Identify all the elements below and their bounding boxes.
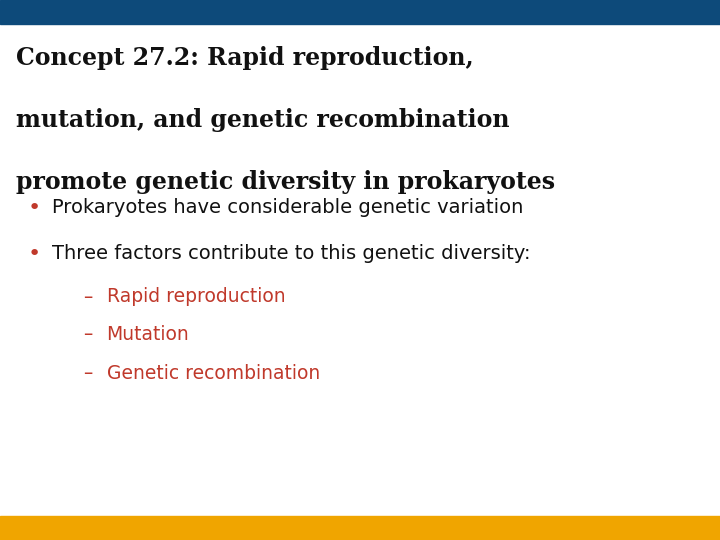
Text: •: •: [27, 198, 40, 218]
Text: Prokaryotes have considerable genetic variation: Prokaryotes have considerable genetic va…: [52, 198, 523, 218]
Text: © 2011 Pearson Education, Inc.: © 2011 Pearson Education, Inc.: [13, 523, 168, 533]
Text: mutation, and genetic recombination: mutation, and genetic recombination: [16, 108, 509, 132]
Text: •: •: [27, 244, 40, 264]
Text: –: –: [83, 364, 92, 383]
Bar: [0, 516, 720, 540]
Text: Mutation: Mutation: [107, 325, 189, 345]
Text: Concept 27.2: Rapid reproduction,: Concept 27.2: Rapid reproduction,: [16, 46, 474, 70]
Text: –: –: [83, 287, 92, 307]
Bar: [0, 0, 720, 24]
Text: Three factors contribute to this genetic diversity:: Three factors contribute to this genetic…: [52, 244, 531, 264]
Text: Rapid reproduction: Rapid reproduction: [107, 287, 285, 307]
Text: –: –: [83, 325, 92, 345]
Text: promote genetic diversity in prokaryotes: promote genetic diversity in prokaryotes: [16, 170, 555, 194]
Text: Genetic recombination: Genetic recombination: [107, 364, 320, 383]
